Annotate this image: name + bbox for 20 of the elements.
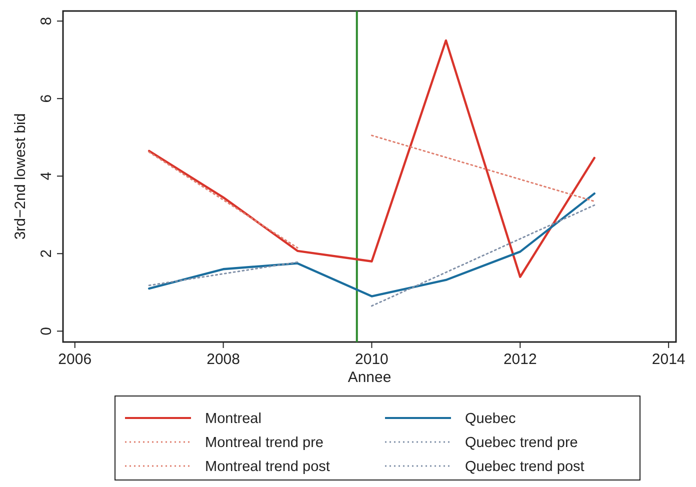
- y-axis-title: 3rd−2nd lowest bid: [12, 113, 29, 240]
- legend-label: Quebec: [465, 411, 516, 427]
- legend-label: Quebec trend pre: [465, 435, 578, 451]
- legend-label: Montreal: [205, 411, 262, 427]
- x-tick-label: 2014: [652, 351, 686, 368]
- x-tick-label: 2008: [206, 351, 240, 368]
- legend-label: Montreal trend post: [205, 459, 330, 475]
- legend-label: Montreal trend pre: [205, 435, 324, 451]
- legend-label: Quebec trend post: [465, 459, 584, 475]
- x-axis-title: Annee: [348, 369, 392, 386]
- x-tick-label: 2012: [503, 351, 537, 368]
- y-tick-label: 0: [38, 326, 55, 336]
- y-tick-label: 8: [38, 16, 55, 26]
- y-tick-label: 2: [38, 249, 55, 258]
- y-tick-label: 6: [38, 94, 55, 103]
- y-tick-label: 4: [38, 172, 55, 180]
- x-tick-label: 2006: [58, 351, 92, 368]
- line-series: [148, 39, 596, 278]
- line-series: [148, 192, 596, 298]
- x-tick-label: 2010: [355, 351, 388, 368]
